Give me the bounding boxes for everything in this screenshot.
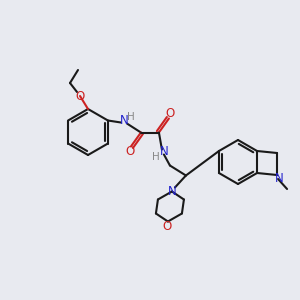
Text: N: N <box>275 172 284 184</box>
Text: N: N <box>160 145 168 158</box>
Text: O: O <box>75 89 85 103</box>
Text: O: O <box>125 145 134 158</box>
Text: O: O <box>162 220 172 233</box>
Text: N: N <box>167 185 176 198</box>
Text: O: O <box>165 107 175 120</box>
Text: H: H <box>152 152 160 161</box>
Text: H: H <box>127 112 135 122</box>
Text: N: N <box>119 114 128 127</box>
